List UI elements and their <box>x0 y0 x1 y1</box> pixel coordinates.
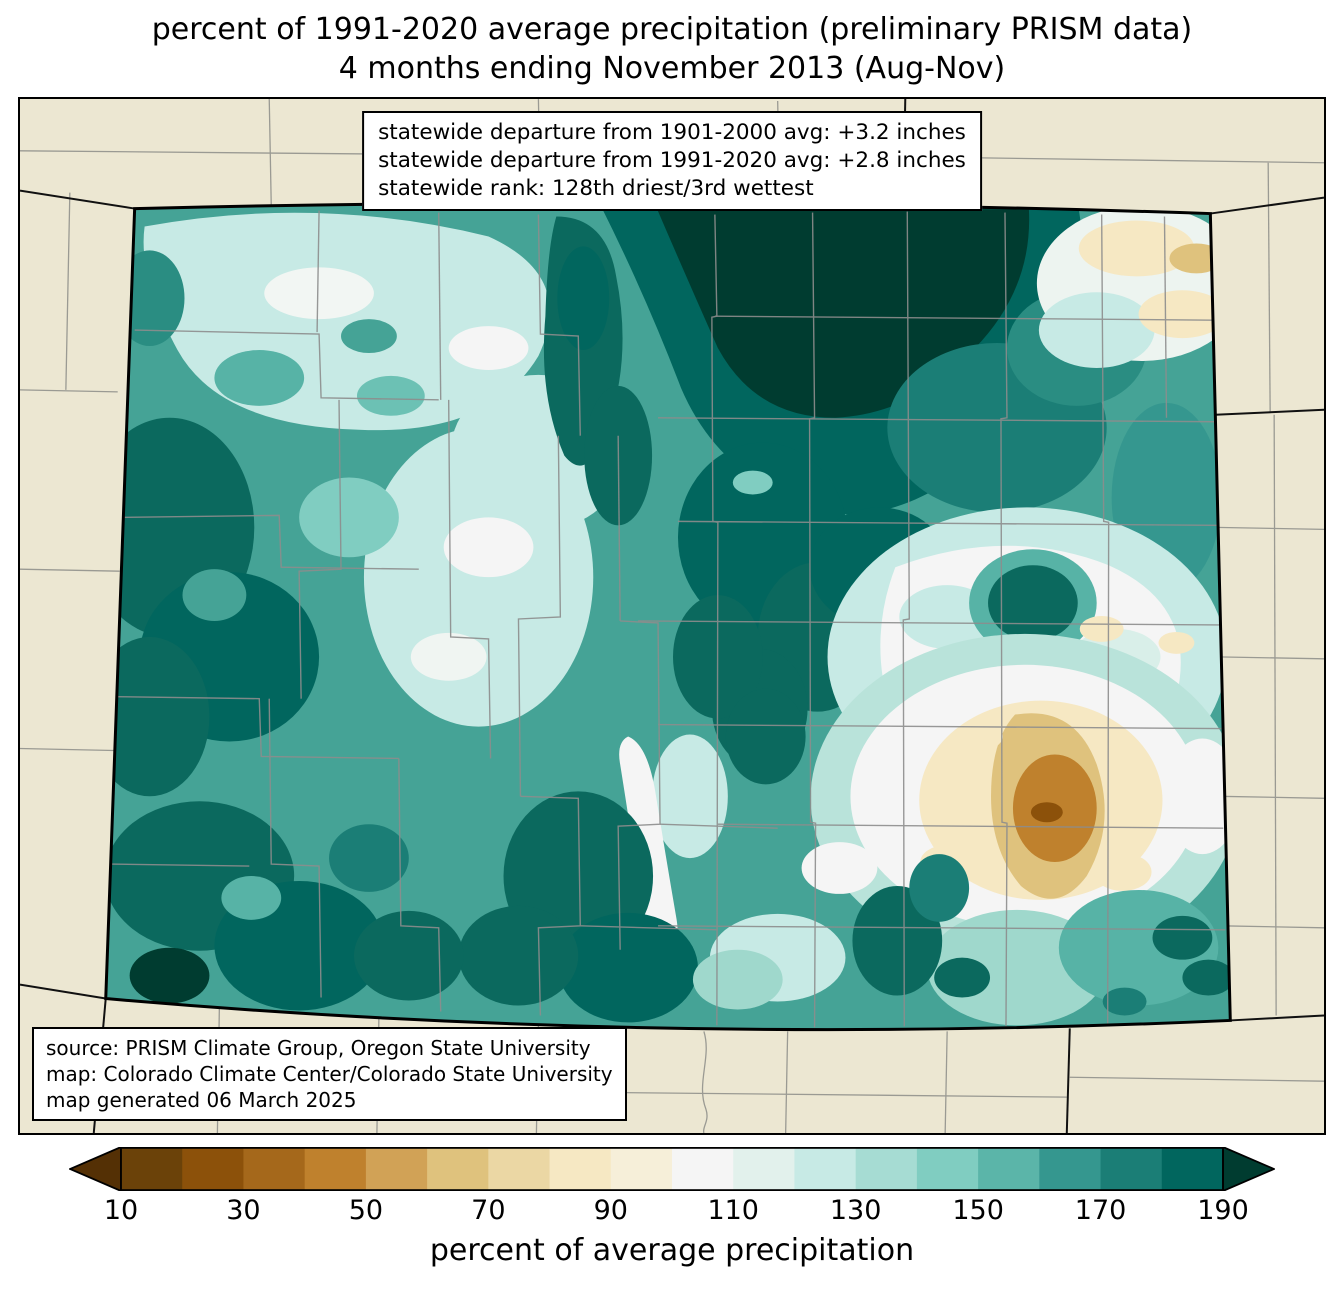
colorbar-left-arrow <box>69 1147 122 1191</box>
figure-title: percent of 1991-2020 average precipitati… <box>0 10 1344 88</box>
colorbar-tick: 70 <box>471 1195 506 1226</box>
precip-contours <box>105 203 1231 1030</box>
colorbar-tick: 90 <box>593 1195 628 1226</box>
colorbar-tick: 30 <box>226 1195 261 1226</box>
stats-line-3: statewide rank: 128th driest/3rd wettest <box>378 176 814 201</box>
stats-line-2: statewide departure from 1991-2020 avg: … <box>378 148 966 173</box>
source-line-2: map: Colorado Climate Center/Colorado St… <box>46 1062 613 1086</box>
colorbar-tick: 10 <box>103 1195 139 1226</box>
title-line-1: percent of 1991-2020 average precipitati… <box>151 12 1193 47</box>
colorbar-svg <box>69 1147 1275 1191</box>
stats-line-1: statewide departure from 1901-2000 avg: … <box>378 120 966 145</box>
colorbar-tick: 170 <box>1074 1195 1127 1226</box>
source-line-1: source: PRISM Climate Group, Oregon Stat… <box>46 1036 591 1060</box>
colorbar: 10 30 50 70 90 110 130 150 170 190 percent of ave… <box>69 1147 1275 1268</box>
colorbar-label: percent of average precipitation <box>429 1233 915 1268</box>
colorbar-tick: 150 <box>952 1195 1004 1226</box>
colorbar-right-arrow <box>1222 1147 1275 1191</box>
colorbar-tick: 130 <box>829 1195 882 1226</box>
colorado-precipitation-map <box>20 99 1324 1133</box>
colorbar-ticks: 10 30 50 70 90 110 130 150 170 190 <box>104 1193 1249 1229</box>
colorbar-tick: 190 <box>1197 1195 1249 1226</box>
stats-box: statewide departure from 1901-2000 avg: … <box>362 111 982 211</box>
colorbar-tick: 50 <box>348 1195 384 1226</box>
title-line-2: 4 months ending November 2013 (Aug-Nov) <box>338 51 1006 86</box>
county-lines <box>109 210 1226 1028</box>
source-box: source: PRISM Climate Group, Oregon Stat… <box>32 1027 627 1121</box>
source-line-3: map generated 06 March 2025 <box>46 1088 357 1112</box>
colorbar-tick: 110 <box>707 1195 759 1226</box>
map-frame: statewide departure from 1901-2000 avg: … <box>18 97 1326 1135</box>
